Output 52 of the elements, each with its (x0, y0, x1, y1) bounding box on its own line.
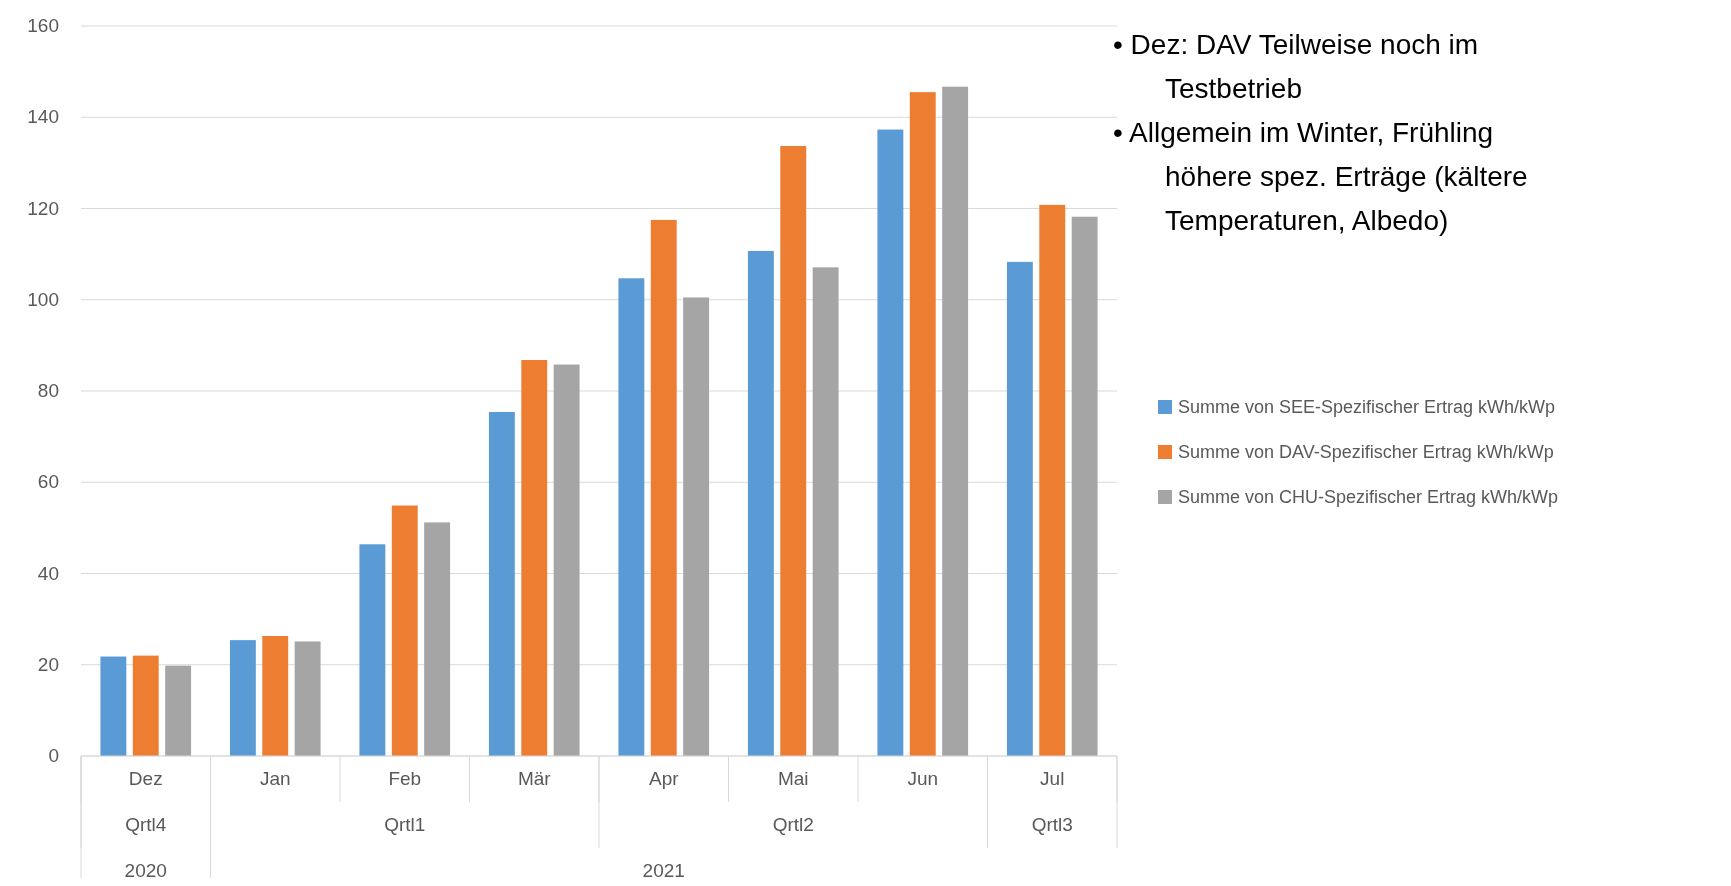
x-tick-label: Jun (907, 768, 939, 789)
bar (229, 640, 256, 756)
text: 2020 (124, 860, 167, 881)
legend-label: Summe von CHU-Spezifischer Ertrag kWh/kWp (1178, 487, 1559, 507)
y-tick-label: 0 (48, 745, 59, 766)
y-tick-label: 160 (27, 15, 59, 36)
y-tick-label: 80 (37, 380, 59, 401)
y-tick-label: 40 (37, 562, 59, 584)
bar (650, 219, 677, 756)
bar (553, 364, 580, 756)
bar (1071, 216, 1098, 756)
x-tick-label: Apr (648, 768, 680, 789)
annotation: • Dez: DAV Teilweise noch im Testbetrieb (1113, 29, 1479, 104)
bar (812, 267, 839, 756)
bar (424, 522, 451, 756)
y-tick-label: 20 (37, 653, 59, 675)
bar (359, 544, 386, 756)
y-tick-label: 140 (27, 106, 59, 128)
bar (780, 145, 807, 756)
bar (1039, 204, 1066, 756)
x-tick-label: Feb (388, 768, 422, 789)
legend-label: Summe von DAV-Spezifischer Ertrag kWh/kWp (1178, 442, 1554, 462)
y-tick-label: 120 (27, 197, 59, 219)
bar (942, 86, 969, 756)
bar (683, 297, 710, 756)
text: Qrtl1 (384, 814, 426, 835)
bar (132, 655, 159, 756)
bar (294, 641, 321, 756)
bar (262, 636, 289, 756)
x-tick-label: Mär (517, 768, 552, 789)
y-tick-label: 60 (37, 471, 59, 493)
bar (618, 278, 645, 756)
annotation: • Allgemein im Winter, Frühling höhere spez. Erträge (kältere Temperaturen, Albedo) (1113, 117, 1528, 236)
bar (521, 359, 548, 756)
x-tick-label: Jan (259, 768, 291, 789)
x-tick-label: Mai (777, 768, 809, 789)
bar (100, 656, 127, 756)
bar (391, 505, 418, 756)
text: Qrtl3 (1031, 814, 1073, 835)
bar (1006, 261, 1033, 756)
bar (909, 92, 936, 756)
text: Qrtl4 (125, 814, 167, 835)
text: 2021 (642, 860, 685, 881)
legend-label: Summe von SEE-Spezifischer Ertrag kWh/kWp (1178, 397, 1556, 417)
bar (747, 250, 774, 756)
y-tick-label: 100 (27, 288, 59, 310)
x-tick-label: Dez (128, 768, 163, 789)
bar (488, 411, 515, 756)
text: Qrtl2 (772, 814, 814, 835)
bar (165, 665, 192, 756)
bar (877, 129, 904, 756)
x-tick-label: Jul (1040, 768, 1065, 789)
